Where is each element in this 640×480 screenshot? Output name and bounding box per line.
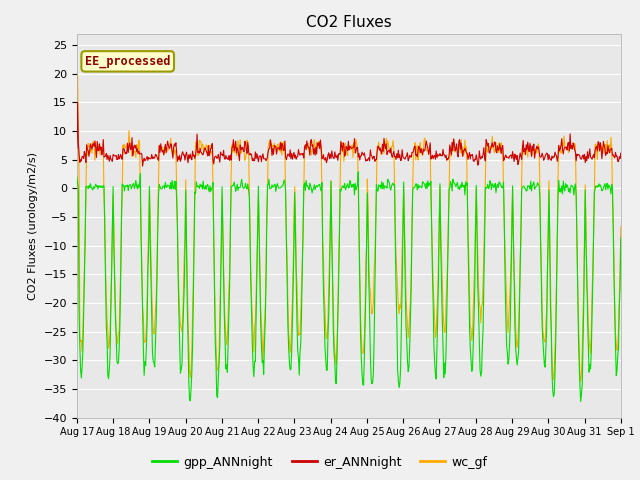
Text: EE_processed: EE_processed	[85, 55, 170, 68]
Legend: gpp_ANNnight, er_ANNnight, wc_gf: gpp_ANNnight, er_ANNnight, wc_gf	[147, 451, 493, 474]
Y-axis label: CO2 Fluxes (urology/m2/s): CO2 Fluxes (urology/m2/s)	[28, 152, 38, 300]
Title: CO2 Fluxes: CO2 Fluxes	[306, 15, 392, 30]
